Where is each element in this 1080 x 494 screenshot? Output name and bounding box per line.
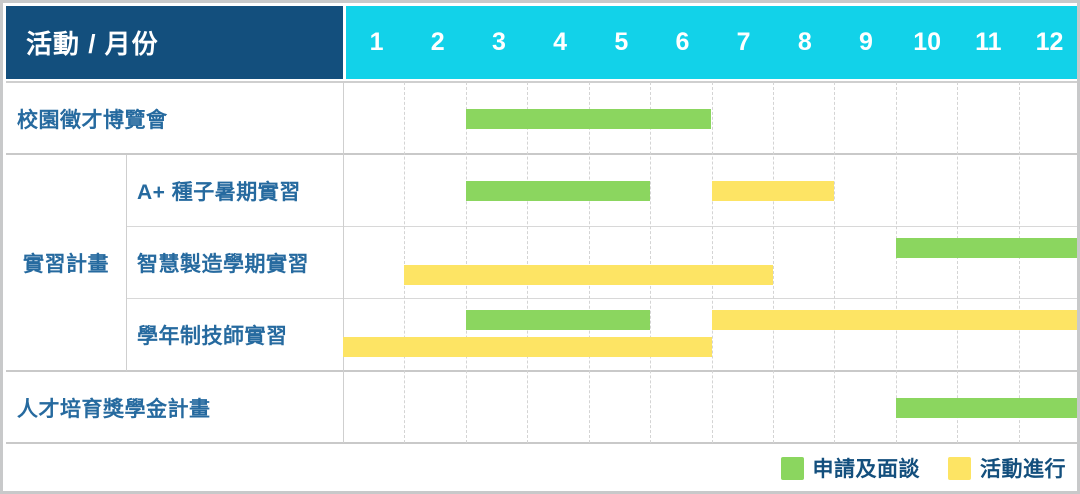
- month-label: 6: [675, 28, 690, 56]
- legend-label: 活動進行: [980, 458, 1066, 481]
- grid-hline: [126, 226, 1077, 227]
- month-label: 10: [913, 28, 942, 56]
- legend-label: 申請及面談: [812, 458, 920, 481]
- grid-vline-label-split: [126, 155, 127, 371]
- row-label: 校園徵才博覽會: [6, 83, 343, 154]
- sub-row-label-text: 智慧製造學期實習: [137, 252, 309, 276]
- grid-vline-month: [527, 82, 529, 443]
- grid-vline-month: [957, 82, 959, 443]
- month-header-cell: 7: [713, 6, 774, 79]
- row-label-text: 校園徵才博覽會: [17, 108, 168, 132]
- row-label-text: 人才培育獎學金計畫: [17, 397, 211, 421]
- gantt-bar-green: [465, 310, 651, 330]
- grid-vline-month: [650, 82, 652, 443]
- gantt-bar-yellow: [404, 265, 773, 285]
- month-label: 1: [369, 28, 384, 56]
- month-label: 7: [736, 28, 751, 56]
- header-corner-label: 活動 / 月份: [26, 29, 159, 59]
- month-header-cell: 9: [835, 6, 896, 79]
- grid-vline-month: [711, 82, 713, 443]
- sub-row-label-text: 學年制技師實習: [137, 325, 288, 348]
- month-label: 8: [797, 28, 812, 56]
- grid-hline: [6, 153, 1077, 155]
- month-label: 2: [430, 28, 445, 56]
- month-label: 5: [614, 28, 629, 56]
- month-header-cell: 12: [1019, 6, 1077, 79]
- grid-vline-month: [772, 82, 774, 443]
- month-header-cell: 2: [407, 6, 468, 79]
- gantt-bar-green: [895, 238, 1077, 258]
- group-label: 實習計畫: [6, 155, 126, 371]
- grid-hline: [126, 298, 1077, 299]
- gantt-bar-yellow: [343, 337, 712, 357]
- sub-row-label: 學年制技師實習: [126, 299, 343, 371]
- header-month-row: 1 2 3 4 5 6 7 8 9 10 11 12: [346, 6, 1077, 79]
- gantt-bar-green: [895, 398, 1077, 418]
- legend-item: 申請及面談: [780, 453, 921, 483]
- gantt-bar-green: [465, 109, 712, 129]
- row-label: 人才培育獎學金計畫: [6, 372, 343, 443]
- grid-hline: [6, 370, 1077, 372]
- month-header-cell: 11: [958, 6, 1019, 79]
- month-header-cell: 5: [591, 6, 652, 79]
- gantt-bar-yellow: [711, 310, 1077, 330]
- legend: 申請及面談 活動進行: [6, 444, 1077, 491]
- grid-vline-month: [588, 82, 590, 443]
- gantt-bar-green: [465, 181, 651, 201]
- month-header-cell: 1: [346, 6, 407, 79]
- grid-hline: [6, 81, 1077, 83]
- month-label: 3: [491, 28, 506, 56]
- grid-hline: [6, 442, 1077, 444]
- gantt-bar-yellow: [711, 181, 835, 201]
- month-label: 11: [975, 28, 1002, 56]
- sub-row-label-text: A+ 種子暑期實習: [137, 180, 301, 204]
- legend-swatch-green: [780, 456, 804, 480]
- sub-row-label: A+ 種子暑期實習: [126, 155, 343, 226]
- grid-vline-month: [465, 82, 467, 443]
- sub-row-label: 智慧製造學期實習: [126, 227, 343, 298]
- month-label: 12: [1035, 28, 1064, 56]
- month-label: 9: [859, 28, 873, 56]
- month-header-cell: 3: [468, 6, 529, 79]
- month-header-cell: 10: [897, 6, 958, 79]
- grid-vline-month: [1018, 82, 1020, 443]
- legend-swatch-yellow: [948, 456, 971, 480]
- header-corner-cell: 活動 / 月份: [6, 6, 343, 79]
- grid-vline-month-start: [343, 82, 344, 443]
- grid-vline-month: [895, 82, 897, 443]
- month-header-cell: 8: [774, 6, 835, 79]
- group-label-text: 實習計畫: [23, 253, 109, 276]
- month-header-cell: 6: [652, 6, 713, 79]
- month-header-cell: 4: [530, 6, 591, 79]
- month-label: 4: [553, 28, 568, 56]
- grid-vline-month: [834, 82, 836, 443]
- legend-item: 活動進行: [948, 453, 1066, 483]
- grid-vline-month: [404, 82, 406, 443]
